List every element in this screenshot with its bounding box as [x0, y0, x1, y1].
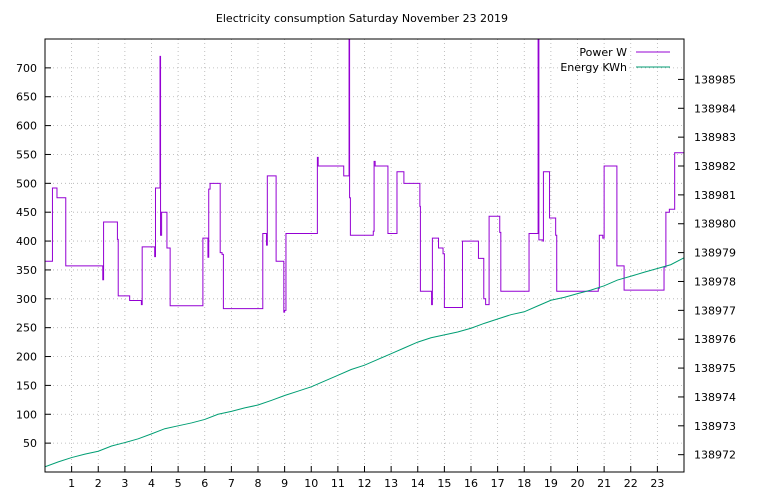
- y2-tick-label: 138975: [694, 362, 736, 375]
- series-layer: [45, 39, 684, 468]
- y2-tick-label: 138981: [694, 189, 736, 202]
- y-tick-label: 600: [16, 120, 37, 133]
- y-tick-label: 250: [16, 322, 37, 335]
- x-tick-label: 20: [571, 477, 585, 490]
- x-tick-label: 5: [175, 477, 182, 490]
- y-tick-label: 50: [23, 437, 37, 450]
- grid: [45, 39, 684, 472]
- x-tick-label: 22: [624, 477, 638, 490]
- y-tick-label: 400: [16, 235, 37, 248]
- y2-tick-label: 138977: [694, 304, 736, 317]
- x-tick-label: 2: [95, 477, 102, 490]
- y2-tick-label: 138980: [694, 218, 736, 231]
- x-tick-label: 8: [255, 477, 262, 490]
- x-tick-label: 14: [411, 477, 425, 490]
- legend-label: Energy KWh: [560, 61, 627, 74]
- y2-tick-label: 138985: [694, 73, 736, 86]
- x-tick-label: 21: [597, 477, 611, 490]
- x-tick-label: 17: [491, 477, 505, 490]
- x-tick-label: 1: [68, 477, 75, 490]
- y-tick-label: 700: [16, 62, 37, 75]
- x-tick-label: 7: [228, 477, 235, 490]
- y2-axis: 138972 138973 138974 138975 138976 138977 1389…: [678, 73, 736, 462]
- x-tick-label: 18: [517, 477, 531, 490]
- legend: Power W Energy KWh: [560, 46, 670, 74]
- chart-title: Electricity consumption Saturday Novembe…: [216, 12, 508, 25]
- x-axis: 1 2 3 4 5 6 7 8 9 10 11 12 13 14 15 16 17 18 19 20 21 22 23: [68, 466, 664, 490]
- legend-label: Power W: [579, 46, 627, 59]
- y2-tick-label: 138972: [694, 449, 736, 462]
- x-tick-label: 12: [358, 477, 372, 490]
- y2-tick-label: 138973: [694, 420, 736, 433]
- y-tick-label: 500: [16, 177, 37, 190]
- y-tick-label: 350: [16, 264, 37, 277]
- y2-tick-label: 138974: [694, 391, 736, 404]
- x-tick-label: 13: [384, 477, 398, 490]
- x-tick-label: 4: [148, 477, 155, 490]
- y2-tick-label: 138983: [694, 131, 736, 144]
- y-tick-label: 150: [16, 379, 37, 392]
- x-tick-label: 16: [464, 477, 478, 490]
- y2-tick-label: 138976: [694, 333, 736, 346]
- y-tick-label: 450: [16, 206, 37, 219]
- y2-tick-label: 138979: [694, 247, 736, 260]
- y2-tick-label: 138984: [694, 102, 736, 115]
- y2-tick-label: 138978: [694, 275, 736, 288]
- y-tick-label: 650: [16, 91, 37, 104]
- energy-kwh-line: [45, 257, 684, 468]
- x-tick-label: 15: [437, 477, 451, 490]
- x-tick-label: 10: [304, 477, 318, 490]
- x-tick-label: 6: [201, 477, 208, 490]
- x-tick-label: 9: [281, 477, 288, 490]
- y-tick-label: 100: [16, 408, 37, 421]
- y-tick-label: 200: [16, 351, 37, 364]
- y2-tick-label: 138982: [694, 160, 736, 173]
- x-tick-label: 23: [650, 477, 664, 490]
- y-tick-label: 300: [16, 293, 37, 306]
- power-w-line: [45, 39, 684, 313]
- x-tick-label: 19: [544, 477, 558, 490]
- x-tick-label: 11: [331, 477, 345, 490]
- y-axis: 50 100 150 200 250 300 350 400 450 500 550 600 650 70…: [16, 62, 51, 450]
- y-tick-label: 550: [16, 148, 37, 161]
- x-tick-label: 3: [121, 477, 128, 490]
